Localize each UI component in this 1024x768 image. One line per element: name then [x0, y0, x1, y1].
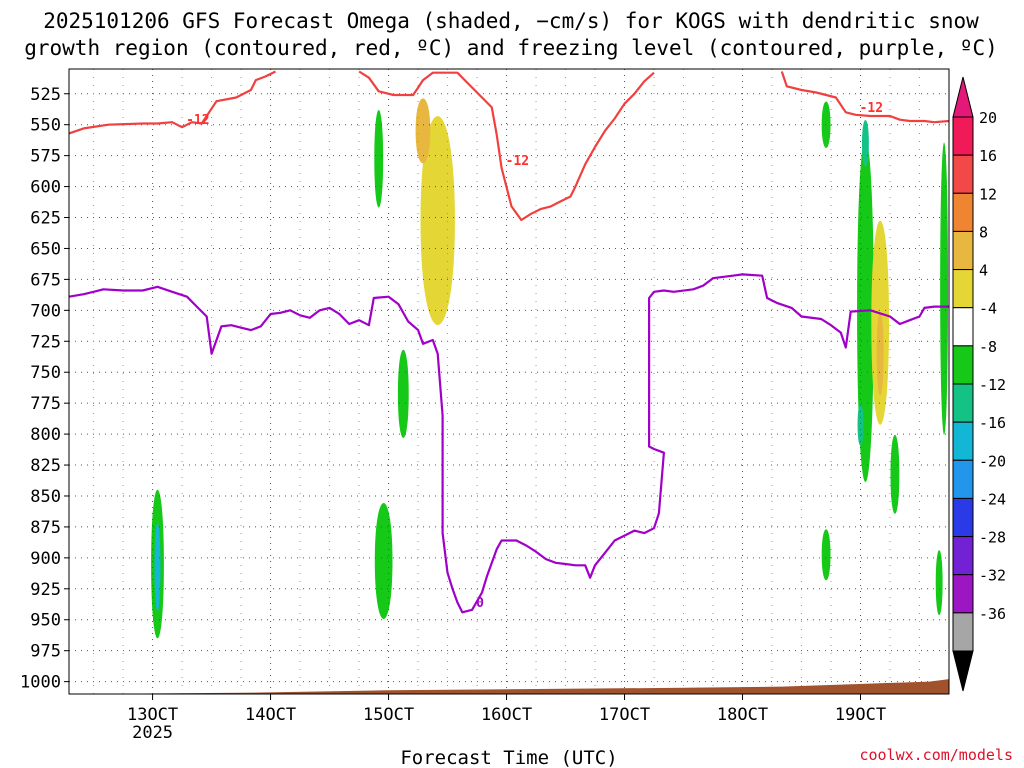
green-right-bottom [935, 550, 943, 616]
y-axis: 525 550 575 600 625 650 675 700 725 750 775 800 825 8… [20, 85, 69, 693]
y-tick-label-950: 950 [30, 611, 61, 631]
orange-subsidence-upper [415, 98, 431, 164]
colorbar-swatch [952, 536, 974, 576]
colorbar-swatch [952, 307, 974, 347]
y-tick-label-775: 775 [30, 394, 61, 414]
colorbar-swatch [952, 345, 974, 385]
colorbar-label: -12 [979, 376, 1006, 394]
colorbar-bottom-arrow [952, 650, 974, 692]
contour-label-dgz-trough: -12 [506, 154, 529, 169]
terrain [69, 679, 949, 694]
colorbar-label: -20 [979, 452, 1006, 470]
colorbar-label: 16 [979, 147, 997, 165]
omega-shading [151, 98, 949, 639]
colorbar-swatch [952, 497, 974, 538]
x-tick-label-19OCT: 19OCT [835, 705, 886, 725]
colorbar-swatch [952, 574, 974, 614]
y-tick-label-575: 575 [30, 147, 61, 167]
colorbar-swatch [952, 116, 974, 156]
watermark: coolwx.com/models [859, 746, 1013, 764]
green-updraft-upper-150 [374, 109, 384, 208]
x-axis-label: Forecast Time (UTC) [400, 747, 617, 768]
teal-core-186 [857, 403, 864, 446]
x-tick-label-18OCT: 18OCT [717, 705, 768, 725]
x-tick-label-16OCT: 16OCT [481, 705, 532, 725]
contour-label-dgz-upper-right: -12 [860, 101, 883, 116]
contour-label-freezing-level: 0 [476, 596, 484, 611]
x-tick-label-17OCT: 17OCT [599, 705, 650, 725]
colorbar-label: 4 [979, 262, 988, 280]
colorbar-swatch [952, 230, 974, 271]
colorbar-label: -36 [979, 605, 1006, 623]
contour-freezing-level [68, 273, 949, 614]
contour-label-dgz-upper-left: -12 [186, 113, 209, 128]
contour-dgz-upper-left [68, 70, 276, 135]
x-tick-label-15OCT: 15OCT [363, 705, 414, 725]
y-tick-label-650: 650 [30, 239, 61, 259]
y-tick-label-825: 825 [30, 456, 61, 476]
x-tick-label-14OCT: 14OCT [245, 705, 296, 725]
colorbar-swatch [952, 459, 974, 499]
y-tick-label-675: 675 [30, 270, 61, 290]
cyan-core-lower-left [154, 523, 161, 612]
y-tick-label-900: 900 [30, 549, 61, 569]
teal-core-187 [861, 120, 869, 167]
colorbar-label: -4 [979, 300, 997, 318]
y-tick-label-800: 800 [30, 425, 61, 445]
green-193 [890, 434, 900, 514]
x-tick-label-13OCT: 13OCT [127, 705, 178, 725]
colorbar-top-arrow [952, 76, 974, 118]
green-updraft-153 [397, 349, 409, 438]
colorbar-swatch [952, 154, 974, 194]
plot-frame [68, 68, 950, 695]
colorbar-swatch [952, 612, 974, 652]
yellow-subsidence-upper [420, 116, 455, 326]
contours: -12 -12 -12 0 [68, 70, 950, 614]
y-tick-label-525: 525 [30, 85, 61, 105]
colorbar-swatch [952, 383, 974, 423]
y-tick-label-850: 850 [30, 487, 61, 507]
y-tick-label-750: 750 [30, 363, 61, 383]
y-tick-label-625: 625 [30, 209, 61, 229]
colorbar-swatch [952, 269, 974, 309]
colorbar-label: -16 [979, 414, 1006, 432]
y-tick-label-550: 550 [30, 116, 61, 136]
y-tick-label-975: 975 [30, 642, 61, 662]
colorbar-label: -8 [979, 338, 997, 356]
y-tick-label-700: 700 [30, 301, 61, 321]
y-tick-label-600: 600 [30, 178, 61, 198]
grid [69, 69, 949, 694]
colorbar-label: -24 [979, 490, 1006, 508]
contour-dgz-upper-right [780, 71, 950, 124]
green-lower-180 [821, 529, 831, 581]
x-tick-sublabel: 2025 [132, 723, 173, 743]
contour-dgz-trough [358, 70, 655, 222]
plot-background [69, 69, 949, 694]
y-tick-label-925: 925 [30, 580, 61, 600]
colorbar-swatch [952, 421, 974, 461]
colorbar: 20 16 12 8 4 -4 -8 -12 -16 -20 -24 -28 -32 -36 [952, 76, 1006, 692]
colorbar-label: 12 [979, 185, 997, 203]
green-updraft-150 [374, 502, 393, 619]
plot-area: -12 -12 -12 0 [68, 68, 950, 695]
colorbar-swatch [952, 192, 974, 232]
y-tick-label-725: 725 [30, 332, 61, 352]
colorbar-label: -32 [979, 567, 1006, 585]
colorbar-label: 8 [979, 223, 988, 241]
orange-subsidence-right [876, 311, 884, 396]
colorbar-label: -28 [979, 529, 1006, 547]
green-upper-180 [821, 101, 831, 148]
y-tick-label-1000: 1000 [20, 673, 61, 693]
green-edge-right [940, 142, 949, 435]
chart-title-line1: 2025101206 GFS Forecast Omega (shaded, −… [43, 9, 979, 33]
colorbar-label: 20 [979, 109, 997, 127]
y-tick-label-875: 875 [30, 518, 61, 538]
chart-title-line2: growth region (contoured, red, ºC) and f… [24, 36, 998, 60]
